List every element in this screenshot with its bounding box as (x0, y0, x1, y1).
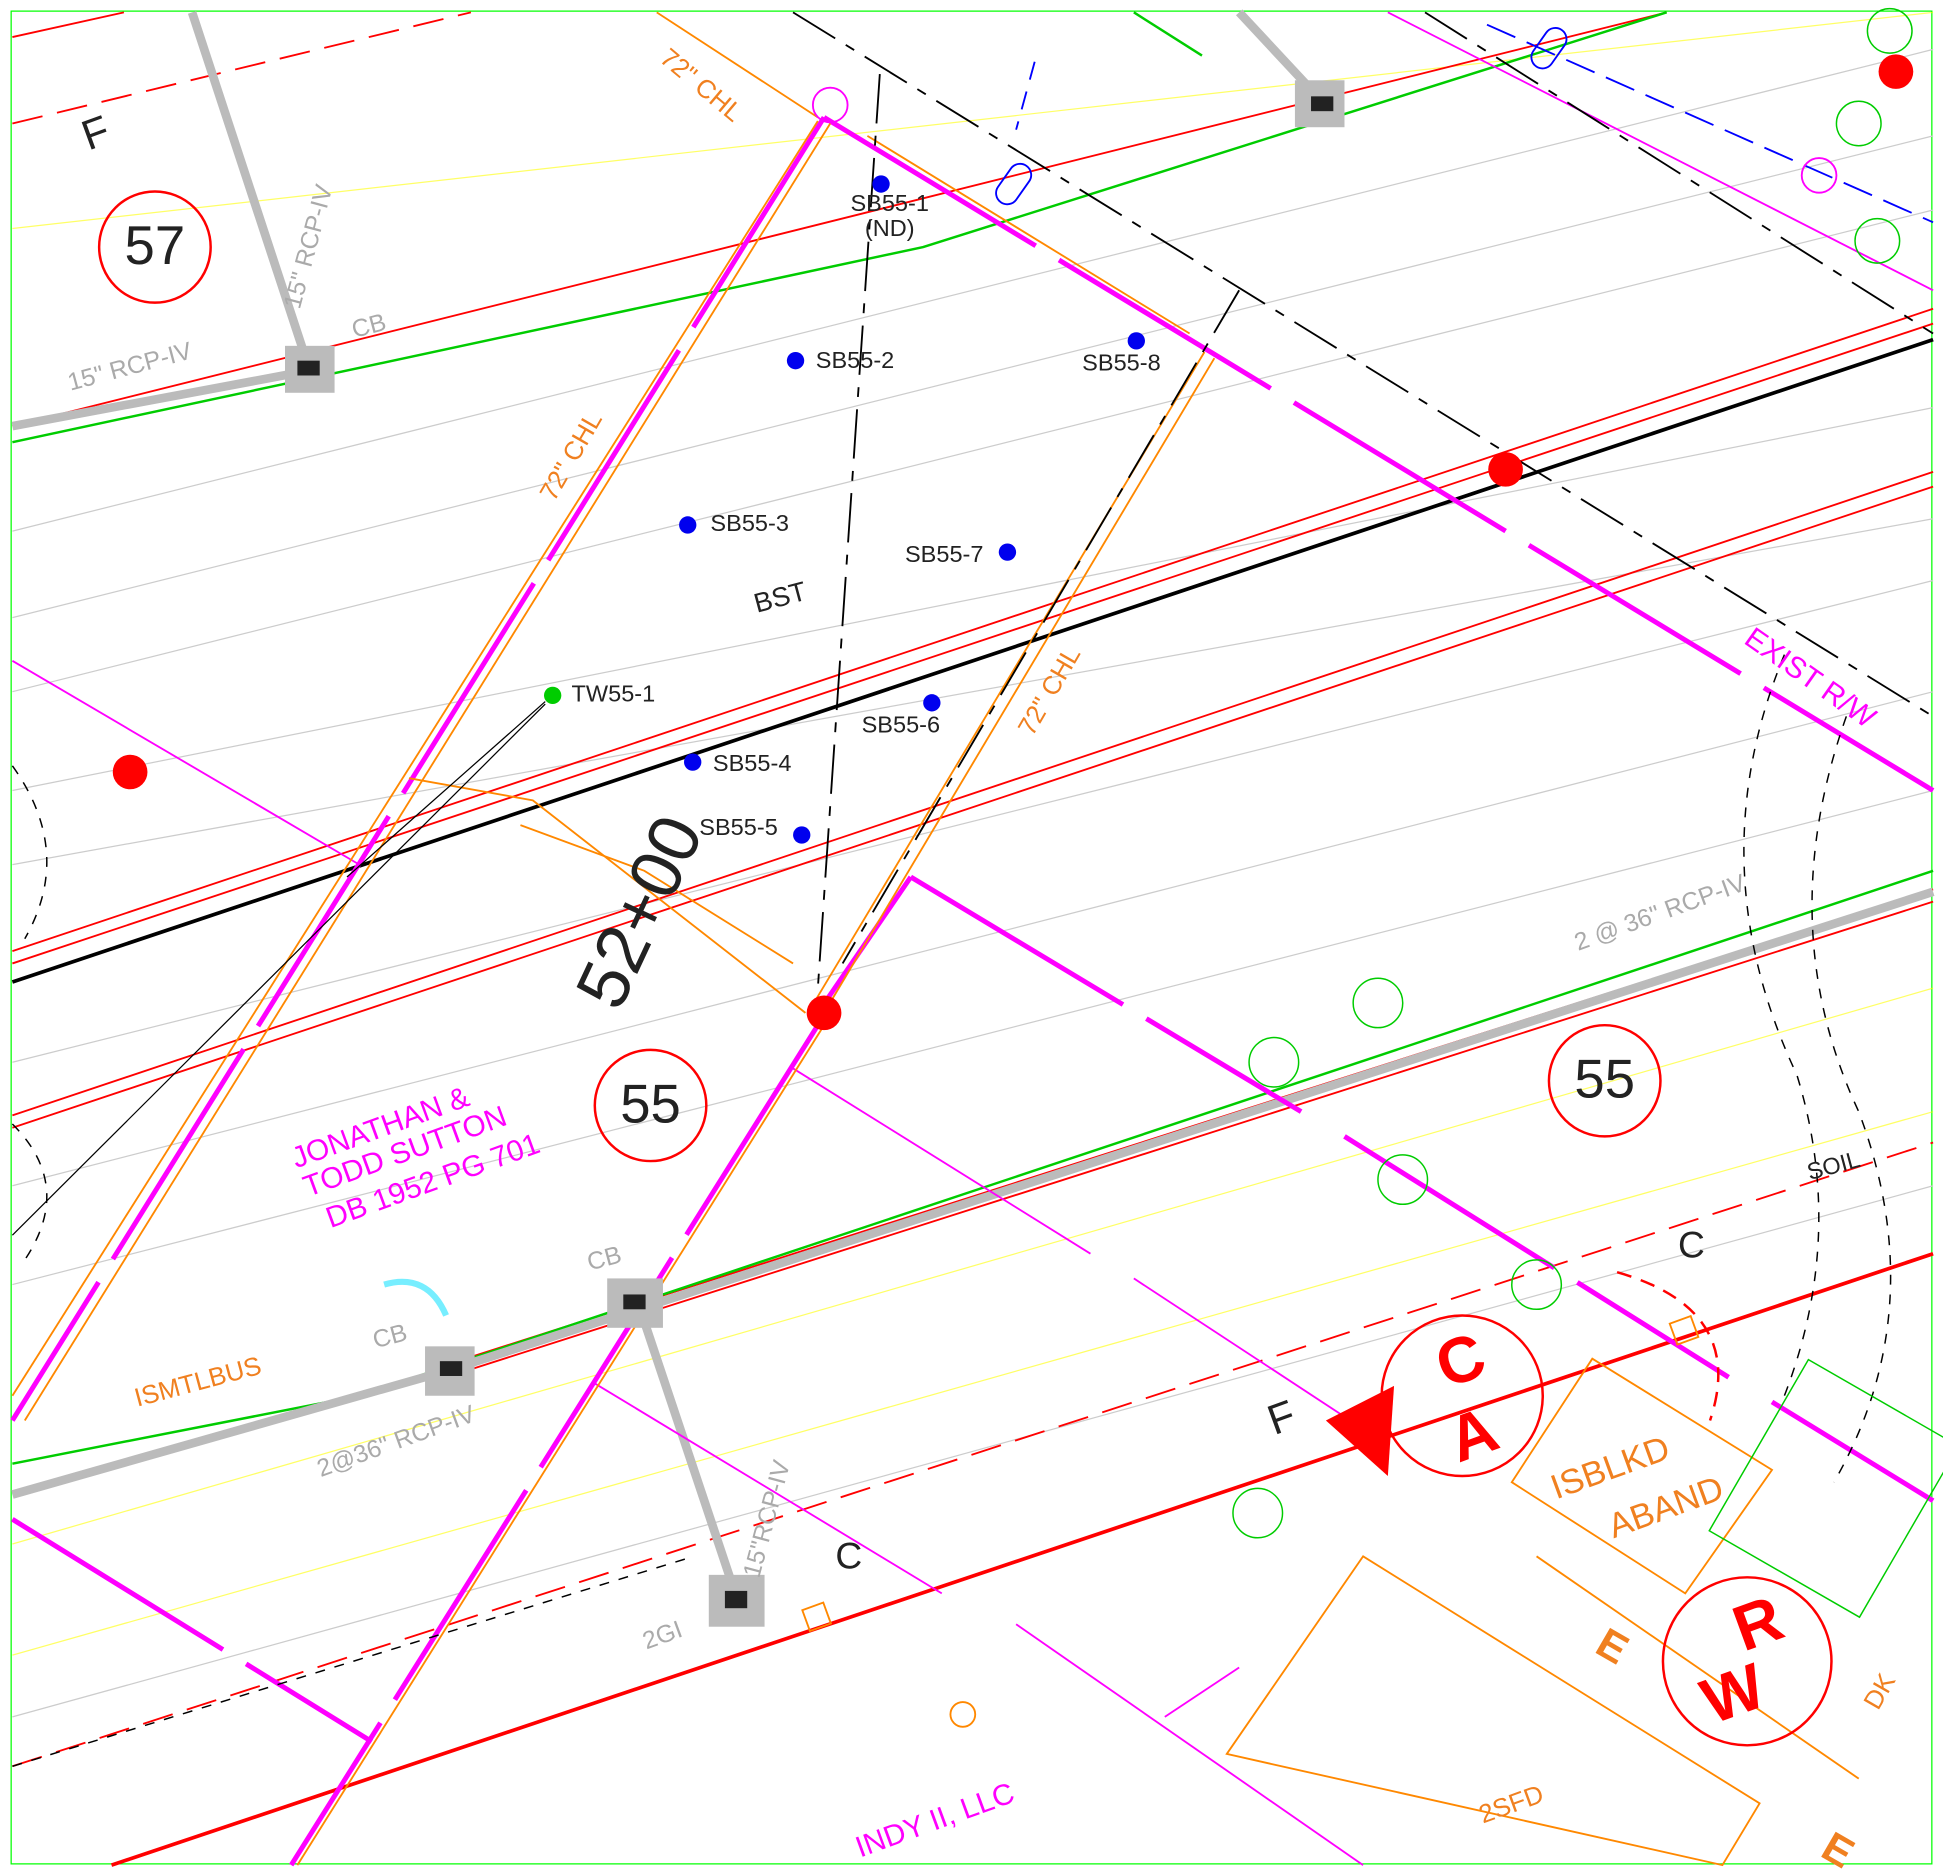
structure-label: 2SFD (1475, 1778, 1548, 1829)
grid-letter: C (1678, 1223, 1705, 1265)
boring-label: SB55-1 (850, 190, 929, 216)
boring-label: SB55-4 (713, 750, 792, 776)
boring-label: SB55-3 (710, 510, 789, 536)
boring-label: SB55-8 (1082, 350, 1161, 376)
fence-label: 72" CHL (655, 42, 749, 127)
pipe-label: CB (370, 1319, 410, 1354)
grid-letter: E (1589, 1619, 1637, 1674)
surface-label: BST (750, 575, 809, 619)
labels: F F C C E E 57 55 55 JONATHAN &TODD SUTT… (65, 42, 1902, 1875)
callout: A (1439, 1393, 1507, 1476)
structure-label: DK (1857, 1667, 1901, 1714)
page: {"grid_letters":{"top_left":"F","lower_f… (0, 0, 1943, 1875)
callout: R (1724, 1582, 1792, 1665)
grid-letter: E (1814, 1823, 1862, 1875)
parcel-number: 55 (620, 1073, 681, 1134)
map: F F C C E E 57 55 55 JONATHAN &TODD SUTT… (0, 0, 1943, 1875)
pipe-label: 15" RCP-IV (279, 182, 338, 312)
pipe-label: 2GI (639, 1616, 686, 1655)
callout: W (1692, 1649, 1774, 1737)
pipe-label: CB (584, 1241, 624, 1276)
pipe-label: 15" RCP-IV (65, 338, 195, 397)
boring-label: SB55-6 (862, 712, 941, 738)
fence-label: 72" CHL (533, 406, 608, 505)
pipe-label: ISMTLBUS (131, 1350, 264, 1412)
grid-letter: F (75, 106, 115, 159)
owner: INDY II, LLC (851, 1776, 1019, 1864)
pipe-label: 2@36" RCP-IV (314, 1401, 480, 1483)
parcel-number: 55 (1574, 1049, 1635, 1110)
boring-label: SB55-2 (816, 347, 895, 373)
boring-label: SB55-7 (905, 541, 984, 567)
grid-letter: F (1261, 1391, 1301, 1444)
callout: C (1426, 1318, 1494, 1401)
pipe-label: 2 @ 36" RCP-IV (1571, 870, 1750, 957)
station: 52+00 (561, 804, 719, 1020)
grid-letter: C (835, 1535, 862, 1577)
boring-label: TW55-1 (572, 681, 656, 707)
parcel-number: 57 (125, 215, 186, 276)
boring-label: (ND) (865, 215, 915, 241)
pipe-label: CB (349, 309, 389, 344)
surface-label: SOIL (1804, 1146, 1863, 1185)
